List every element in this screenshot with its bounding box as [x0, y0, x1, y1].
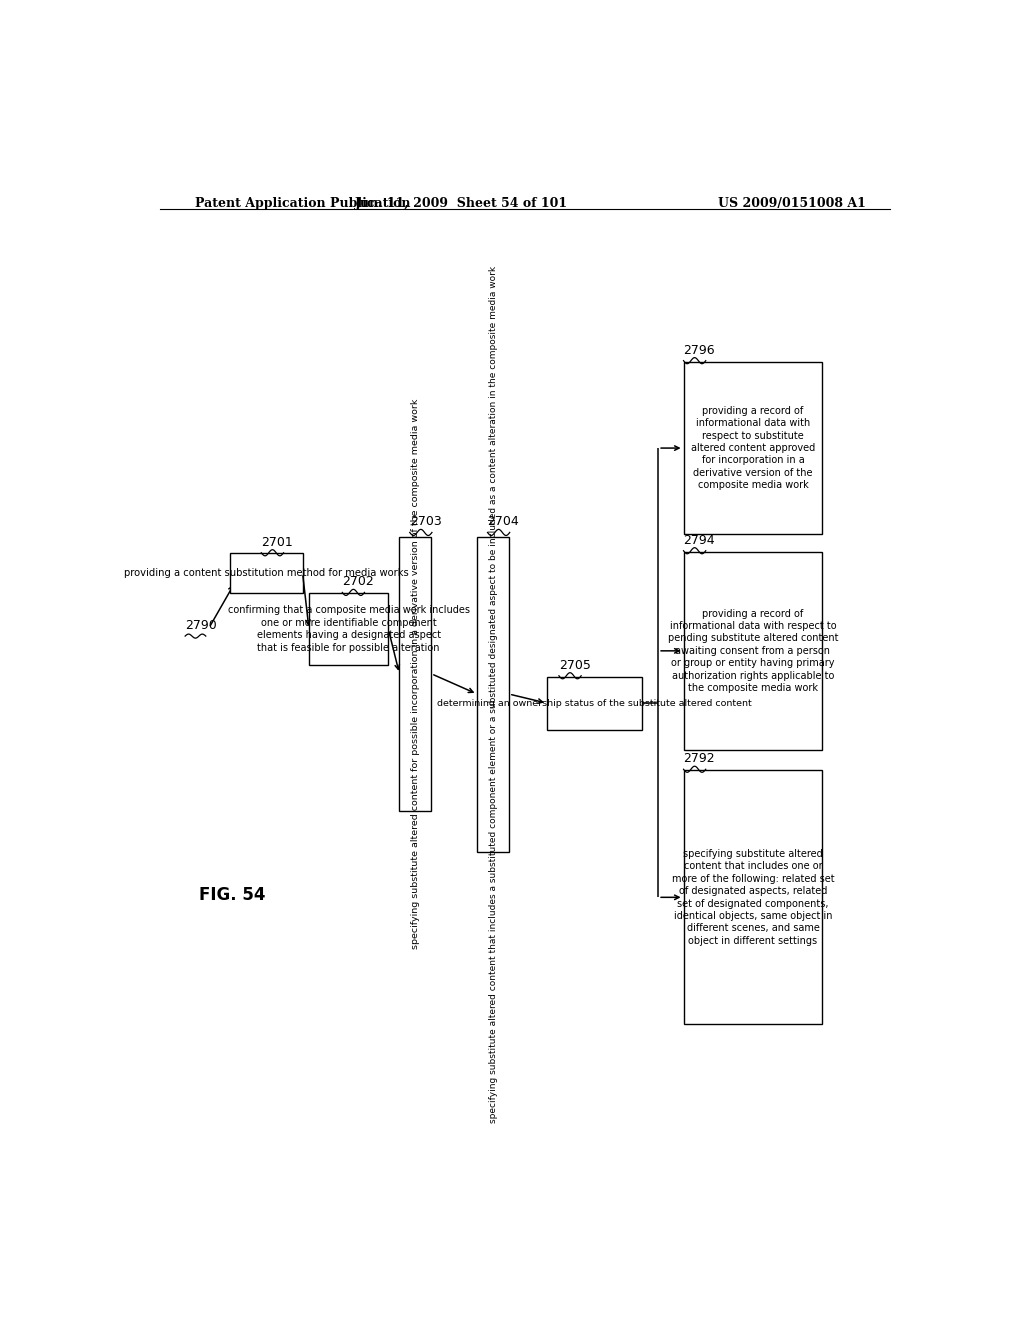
- Text: 2792: 2792: [684, 752, 715, 766]
- Text: confirming that a composite media work includes
one or more identifiable compone: confirming that a composite media work i…: [227, 606, 470, 652]
- Text: US 2009/0151008 A1: US 2009/0151008 A1: [718, 197, 866, 210]
- Text: specifying substitute altered
content that includes one or
more of the following: specifying substitute altered content th…: [672, 849, 835, 945]
- Text: FIG. 54: FIG. 54: [200, 886, 266, 904]
- Text: determining an ownership status of the substitute altered content: determining an ownership status of the s…: [437, 698, 752, 708]
- Text: 2703: 2703: [410, 515, 441, 528]
- Text: providing a content substitution method for media works: providing a content substitution method …: [124, 568, 409, 578]
- Text: 2794: 2794: [684, 533, 715, 546]
- Bar: [399, 536, 431, 810]
- Text: Patent Application Publication: Patent Application Publication: [196, 197, 411, 210]
- Text: providing a record of
informational data with
respect to substitute
altered cont: providing a record of informational data…: [691, 405, 815, 490]
- Text: 2796: 2796: [684, 343, 715, 356]
- Bar: [547, 677, 642, 730]
- Text: Jun. 11, 2009  Sheet 54 of 101: Jun. 11, 2009 Sheet 54 of 101: [354, 197, 568, 210]
- Text: providing a record of
informational data with respect to
pending substitute alte: providing a record of informational data…: [668, 609, 839, 693]
- Text: 2701: 2701: [261, 536, 293, 549]
- Text: specifying substitute altered content for possible incorporation in a derivative: specifying substitute altered content fo…: [411, 399, 420, 949]
- Text: 2705: 2705: [559, 659, 591, 672]
- Bar: [309, 594, 388, 664]
- Bar: [684, 362, 822, 535]
- Text: 2704: 2704: [487, 515, 519, 528]
- Bar: [229, 553, 303, 594]
- Bar: [477, 536, 509, 851]
- Text: 2702: 2702: [342, 576, 374, 589]
- Text: specifying substitute altered content that includes a substituted component elem: specifying substitute altered content th…: [488, 265, 498, 1122]
- Bar: [684, 771, 822, 1024]
- Bar: [684, 552, 822, 750]
- Text: 2790: 2790: [185, 619, 217, 632]
